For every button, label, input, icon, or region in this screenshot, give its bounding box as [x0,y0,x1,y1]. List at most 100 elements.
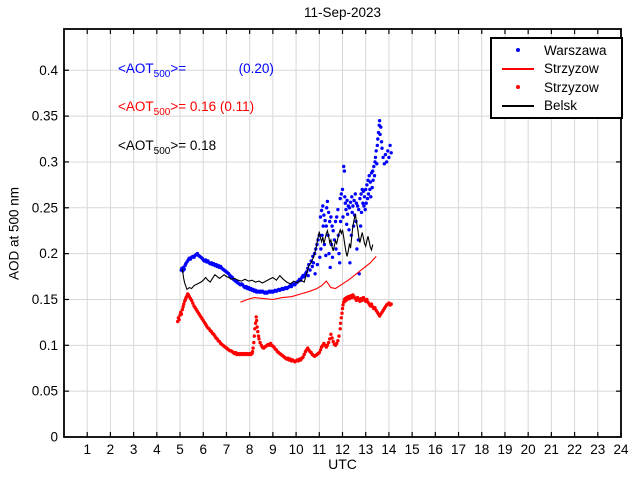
data-point [322,213,326,217]
data-point [373,306,377,310]
data-point [325,343,330,347]
x-tick-label: 14 [381,442,397,457]
series-path [181,214,374,291]
data-point [347,228,351,232]
data-point [330,336,334,340]
data-point [382,162,386,166]
annotation-subscript: 500 [153,107,171,118]
series-path [240,256,377,303]
data-point [326,340,331,345]
data-point [181,305,185,309]
data-point [340,311,344,315]
data-point [363,207,367,212]
mean-aot-annotation-belsk: <AOT500>= 0.18 [118,138,216,157]
data-point [362,195,367,199]
line-marker-icon [492,104,544,107]
data-point [348,200,353,204]
x-tick-label: 2 [107,442,115,457]
data-point [318,348,323,352]
y-axis-label: AOD at 500 nm [6,186,22,281]
data-point [306,273,310,278]
data-point [388,143,392,148]
data-point [189,298,194,303]
data-point [326,210,331,215]
data-point [324,253,328,258]
data-point [359,192,363,196]
x-tick-labels: 1 2 3 4 5 6 7 8 9 10 11 12 13 14 15 16 17 18 19 20 21 22 23 24 [83,442,629,457]
data-point [254,318,259,323]
data-point [253,321,258,325]
x-tick-label: 9 [269,442,277,457]
data-point [328,219,332,224]
data-point [338,261,342,265]
data-point [330,255,335,259]
data-point [315,262,320,267]
data-point [339,316,343,320]
data-point [191,301,195,305]
y-tick-label: 0.2 [39,246,58,261]
data-point [252,334,256,338]
data-point [324,224,328,228]
data-point [339,192,343,196]
y-tick-label: 0.05 [32,384,58,399]
data-point [180,307,185,312]
legend-item-strzyzow-line: Strzyzow [492,60,621,79]
data-point [177,317,181,322]
data-point [318,255,322,259]
data-point [319,247,323,251]
data-point [350,210,354,215]
data-point [358,224,363,228]
scatter-marker-icon [492,48,544,53]
data-point [381,155,385,160]
data-point [329,215,333,219]
y-tick-label: 0 [50,430,58,445]
data-point [389,151,393,155]
x-tick-label: 3 [130,442,138,457]
data-point [331,229,335,233]
x-axis-label: UTC [328,456,357,472]
annotation-subscript: 500 [153,146,171,157]
data-point [335,341,339,346]
legend-item-strzyzow-scatter: Strzyzow [492,78,621,97]
data-point [330,224,334,228]
data-point [340,187,345,192]
data-point [377,119,382,123]
x-tick-label: 22 [567,442,582,457]
data-point [355,204,360,208]
data-point [320,233,324,237]
data-point [372,164,376,169]
data-point [329,332,333,336]
x-tick-label: 11 [312,442,326,457]
x-tick-label: 17 [451,442,466,457]
data-point [362,204,366,208]
annotation-prefix: <AOT [118,99,154,114]
data-point [311,261,316,265]
data-point [368,187,372,192]
data-point [325,199,330,204]
data-point [358,196,362,201]
data-point [342,169,347,173]
x-tick-label: 5 [176,442,184,457]
data-point [335,215,339,219]
legend-label: Strzyzow [544,61,599,77]
data-point [373,155,378,160]
data-point [345,222,349,226]
data-point [341,303,345,307]
x-tick-label: 1 [83,442,91,457]
data-point [345,212,350,216]
data-point [179,312,184,316]
x-tick-label: 7 [223,442,231,457]
y-tick-label: 0.1 [39,338,58,353]
data-point [331,339,335,344]
data-point [182,302,186,306]
data-point [364,187,368,192]
data-point [379,140,384,144]
data-point [301,355,305,359]
data-point [345,198,349,203]
legend-label: Belsk [544,98,578,114]
data-point [348,261,352,265]
data-point [376,137,380,141]
data-point [336,207,340,212]
data-point [387,155,391,160]
